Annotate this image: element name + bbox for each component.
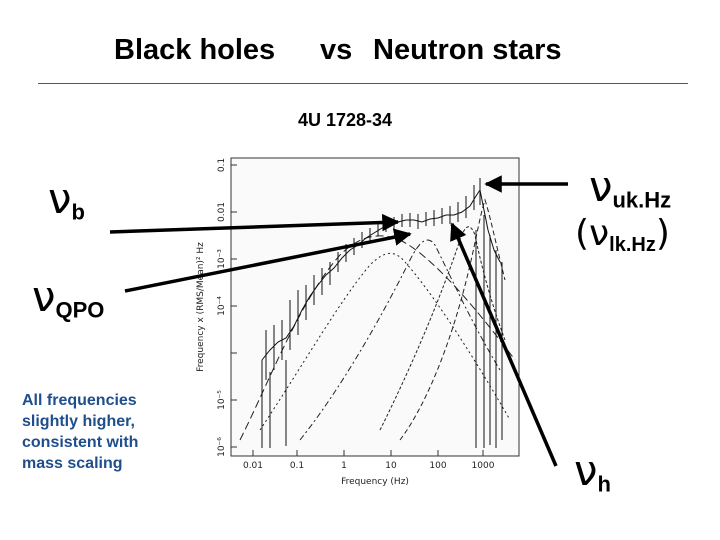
xtick-2: 1 (341, 461, 347, 471)
ytick-1: 0.01 (217, 202, 227, 222)
y-axis-label: Frequency x (RMS/Mean)² Hz (196, 242, 206, 372)
title-neutron-stars: Neutron stars (373, 34, 562, 66)
ytick-4: 10⁻⁵ (217, 390, 227, 410)
title-black-holes: Black holes (114, 34, 276, 66)
ytick-2: 10⁻³ (217, 249, 227, 269)
xtick-1: 0.1 (290, 461, 304, 471)
xtick-0: 0.01 (243, 461, 263, 471)
xtick-4: 100 (429, 461, 446, 471)
arrow-nu-h (450, 222, 558, 467)
label-nu-h: νh (574, 446, 611, 497)
header-divider (38, 83, 688, 84)
label-nu-upper-khz: νuk.Hz (589, 162, 672, 213)
ytick-5: 10⁻⁶ (217, 437, 227, 457)
label-nu-lower-khz: (νlk.Hz) (575, 213, 670, 256)
xtick-5: 1000 (472, 461, 495, 471)
title-vs: vs (320, 34, 353, 66)
plot-ticks (231, 164, 484, 456)
label-nu-qpo: νQPO (32, 272, 105, 323)
ytick-3: 10⁻⁴ (217, 296, 227, 316)
arrow-nu-qpo (124, 228, 412, 293)
label-nu-b: νb (48, 174, 85, 225)
ytick-0: 0.1 (217, 158, 227, 172)
plot-frame (230, 157, 520, 457)
x-axis-label: Frequency (Hz) (341, 477, 409, 487)
xtick-3: 10 (385, 461, 397, 471)
note-text: All frequencies slightly higher, consist… (22, 392, 139, 473)
arrow-nu-b (109, 213, 400, 234)
source-name: 4U 1728-34 (298, 110, 393, 130)
